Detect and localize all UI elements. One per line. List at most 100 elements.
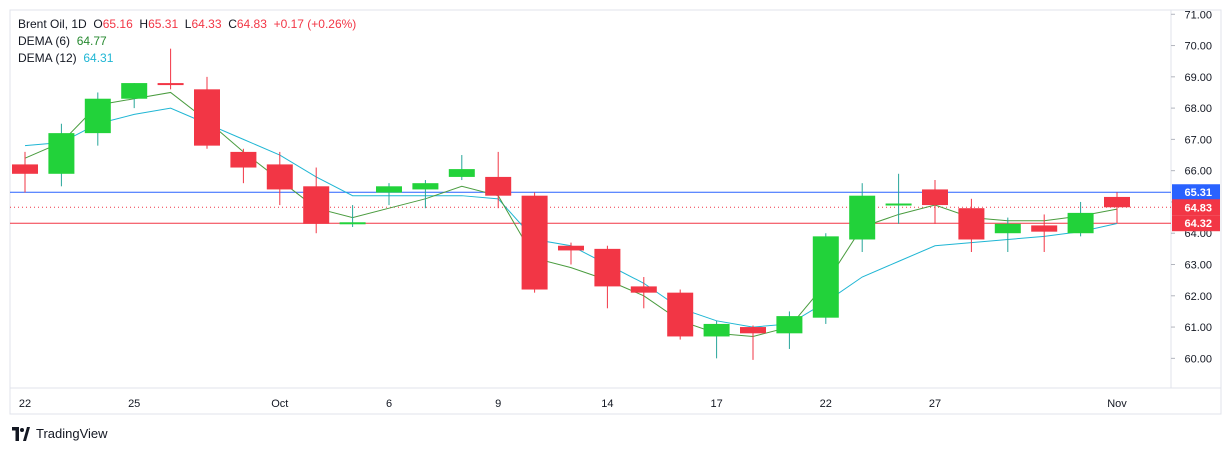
change-value: +0.17 (+0.26%) xyxy=(273,17,357,31)
candle xyxy=(667,289,694,340)
candle xyxy=(994,217,1021,252)
candle-body xyxy=(521,195,548,290)
y-tick-label: 63.00 xyxy=(1184,260,1212,272)
candle xyxy=(157,48,184,90)
price-label: 64.32 xyxy=(1172,215,1220,232)
candle xyxy=(485,151,512,209)
price-labels: 65.31 64.83 64.32 xyxy=(1172,184,1220,232)
candle-body xyxy=(376,186,402,193)
candle xyxy=(48,123,75,187)
candle-body xyxy=(667,292,694,337)
candle xyxy=(630,277,657,309)
x-tick-label: 22 xyxy=(820,398,832,410)
x-tick-label: 25 xyxy=(128,398,140,410)
candle-body xyxy=(885,203,912,206)
candle xyxy=(849,183,876,252)
candle xyxy=(958,198,985,252)
candle-body xyxy=(703,323,730,337)
open-value: 65.16 xyxy=(102,17,133,31)
x-axis-ticks: 22 25 Oct 6 9 14 17 22 27 Nov xyxy=(19,398,1127,410)
candle-body xyxy=(12,164,38,174)
candle-body xyxy=(1104,196,1130,208)
y-tick-label: 61.00 xyxy=(1184,322,1212,334)
candle xyxy=(121,83,148,109)
x-tick-label: 14 xyxy=(601,398,613,410)
candle xyxy=(230,148,257,184)
price-lines xyxy=(10,191,1171,224)
interval-label[interactable]: 1D xyxy=(71,17,87,31)
x-tick-label: 6 xyxy=(386,398,392,410)
x-tick-label: Oct xyxy=(271,398,288,410)
candles xyxy=(12,48,1130,360)
candle xyxy=(12,151,38,193)
open-label: O xyxy=(93,17,103,31)
high-value: 65.31 xyxy=(148,17,179,31)
low-label: L xyxy=(184,17,192,31)
close-value: 64.83 xyxy=(236,17,267,31)
x-tick-label: 17 xyxy=(710,398,722,410)
candle-body xyxy=(157,83,184,86)
candle xyxy=(448,155,475,181)
dema12-label: DEMA (12) xyxy=(18,51,77,65)
price-label: 64.83 xyxy=(1172,199,1220,216)
candle-body xyxy=(958,208,985,240)
candle-body xyxy=(230,151,257,168)
candle-body xyxy=(412,183,439,190)
y-tick-label: 62.00 xyxy=(1184,291,1212,303)
dema12-row[interactable]: DEMA (12) 64.31 xyxy=(18,50,356,67)
candle-body xyxy=(303,186,330,224)
brand-name: TradingView xyxy=(36,426,108,441)
candle-body xyxy=(1067,212,1094,234)
price-label-bg xyxy=(1172,215,1220,232)
candle-body xyxy=(994,223,1021,234)
candle-body xyxy=(558,245,584,251)
dema12-value: 64.31 xyxy=(83,51,114,65)
dema6-value: 64.77 xyxy=(76,34,107,48)
y-tick-label: 64.00 xyxy=(1184,228,1212,240)
candle-body xyxy=(339,222,366,225)
dema-lines xyxy=(24,91,1118,337)
candle-body xyxy=(1031,225,1058,232)
symbol-name[interactable]: Brent Oil xyxy=(18,17,65,31)
price-label: 65.31 xyxy=(1172,184,1220,201)
candle xyxy=(339,205,366,227)
price-label-text: 64.32 xyxy=(1184,218,1212,230)
candle-body xyxy=(630,286,657,293)
y-tick-label: 60.00 xyxy=(1184,353,1212,365)
candle-body xyxy=(48,133,75,174)
candle-body xyxy=(266,164,293,190)
dema12-line xyxy=(24,107,1118,328)
candle-body xyxy=(740,327,766,334)
dema6-label: DEMA (6) xyxy=(18,34,71,48)
dema6-row[interactable]: DEMA (6) 64.77 xyxy=(18,33,356,50)
price-label-text: 64.83 xyxy=(1184,202,1212,214)
candle-body xyxy=(121,83,148,99)
high-label: H xyxy=(139,17,149,31)
candle-body xyxy=(485,176,512,196)
candle xyxy=(922,180,948,224)
x-tick-label: Nov xyxy=(1107,398,1127,410)
price-label-bg xyxy=(1172,184,1220,201)
candle-body xyxy=(594,248,621,287)
y-tick-label: 70.00 xyxy=(1184,41,1212,53)
close-label: C xyxy=(228,17,237,31)
y-tick-label: 71.00 xyxy=(1184,9,1212,21)
tradingview-logo-icon xyxy=(12,426,30,441)
y-tick-label: 69.00 xyxy=(1184,72,1212,84)
candle xyxy=(885,173,912,224)
candle-body xyxy=(812,236,839,318)
dema6-line xyxy=(24,91,1118,337)
candle xyxy=(84,92,111,146)
candle-body xyxy=(448,169,475,177)
low-value: 64.33 xyxy=(191,17,222,31)
candle xyxy=(740,325,766,360)
x-tick-label: 22 xyxy=(19,398,31,410)
tradingview-brand[interactable]: TradingView xyxy=(10,426,108,441)
candle xyxy=(703,320,730,359)
time-axis-frame xyxy=(9,387,1222,415)
candle xyxy=(412,180,439,209)
chart-legend: Brent Oil, 1D O65.16 H65.31 L64.33 C64.8… xyxy=(18,16,356,67)
price-label-bg xyxy=(1172,199,1220,216)
candle-body xyxy=(922,189,948,206)
